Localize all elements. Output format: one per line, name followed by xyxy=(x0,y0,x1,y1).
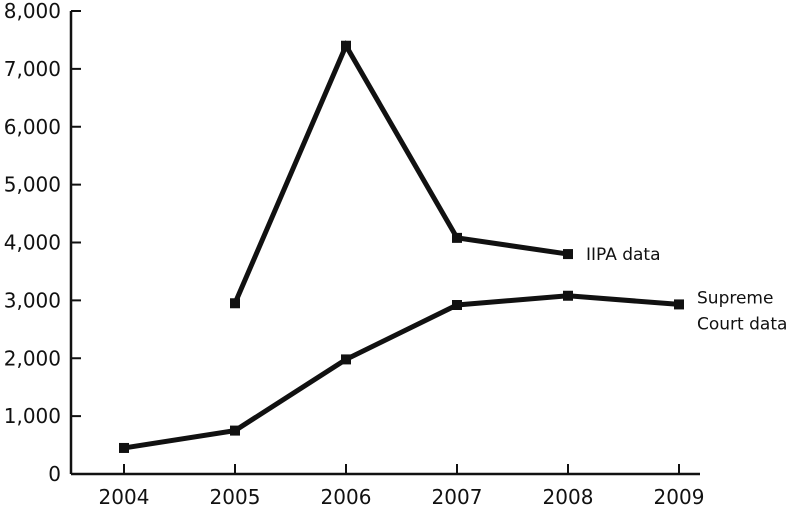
x-tick-label: 2008 xyxy=(543,485,594,506)
data-point-supreme-court-data xyxy=(452,300,462,311)
y-tick-label: 6,000 xyxy=(4,115,61,139)
data-point-supreme-court-data xyxy=(119,442,129,453)
data-point-iipa-data xyxy=(563,249,573,260)
data-point-supreme-court-data xyxy=(230,425,240,436)
y-tick-label: 1,000 xyxy=(4,404,61,428)
y-tick-label: 5,000 xyxy=(4,173,61,197)
series-layer xyxy=(119,40,684,453)
x-tick-label: 2005 xyxy=(210,485,261,506)
y-tick-label: 0 xyxy=(48,462,61,486)
x-tick-label: 2006 xyxy=(321,485,372,506)
series-labels: IIPA data Supreme Court data xyxy=(586,245,787,334)
data-point-iipa-data xyxy=(341,40,351,51)
y-tick-label: 7,000 xyxy=(4,57,61,81)
series-label-iipa-data: IIPA data xyxy=(586,245,661,265)
y-tick-label: 3,000 xyxy=(4,288,61,312)
series-line-supreme-court-data xyxy=(123,293,680,451)
data-point-supreme-court-data xyxy=(674,299,684,310)
data-point-iipa-data xyxy=(230,298,240,309)
series-label-supreme-court-data: Supreme Court data xyxy=(697,288,787,334)
y-tick-label: 4,000 xyxy=(4,231,61,255)
data-point-iipa-data xyxy=(452,232,462,243)
x-tick-label: 2009 xyxy=(654,485,705,506)
x-axis-ticks: 2004 2005 2006 2007 2008 2009 xyxy=(99,464,705,506)
data-point-supreme-court-data xyxy=(341,354,351,365)
series-line-iipa-data xyxy=(232,40,569,305)
x-tick-label: 2004 xyxy=(99,485,150,506)
data-point-supreme-court-data xyxy=(563,290,573,301)
y-axis-ticks: 0 1,000 2,000 3,000 4,000 5,000 6,000 7,000 8,00… xyxy=(4,0,81,486)
y-tick-label: 8,000 xyxy=(4,0,61,23)
y-tick-label: 2,000 xyxy=(4,346,61,370)
x-tick-label: 2007 xyxy=(432,485,483,506)
axes xyxy=(69,11,700,476)
